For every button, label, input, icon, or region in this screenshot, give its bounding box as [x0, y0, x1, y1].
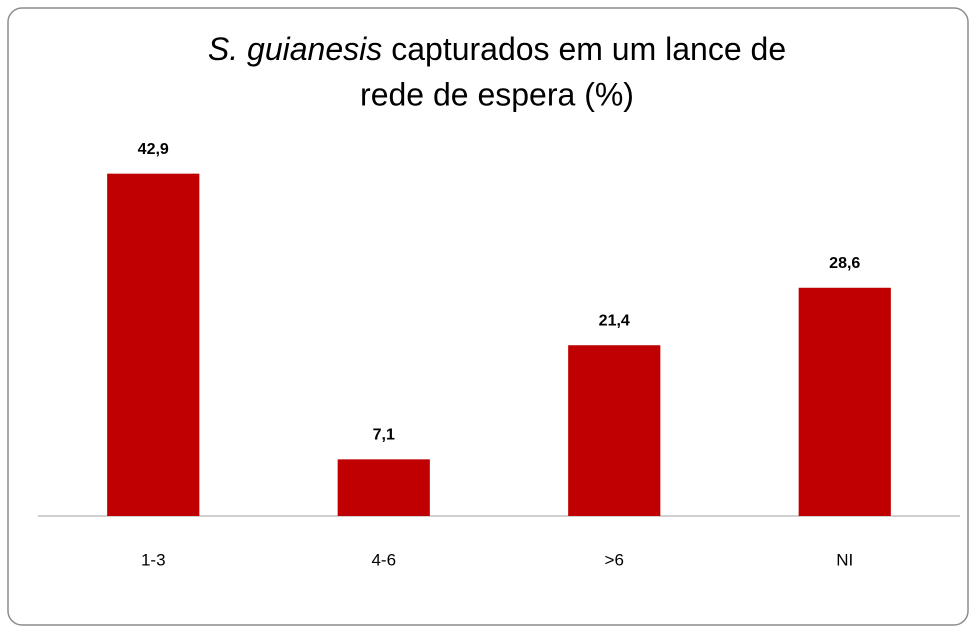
x-tick-label: 4-6 — [371, 550, 396, 569]
bar — [568, 345, 661, 516]
value-label: 7,1 — [373, 427, 395, 444]
x-tick-label: NI — [836, 550, 853, 569]
value-label: 42,9 — [138, 141, 169, 158]
title-line: rede de espera (%) — [360, 76, 634, 112]
bar — [337, 459, 430, 516]
chart-frame — [7, 7, 969, 626]
bar — [798, 287, 891, 516]
bar — [107, 173, 200, 516]
x-tick-label: 1-3 — [141, 550, 166, 569]
value-label: 28,6 — [829, 255, 860, 272]
title-line: capturados em um lance de — [391, 31, 786, 67]
title-species: S. guianesis — [208, 31, 382, 67]
x-tick-label: >6 — [605, 550, 624, 569]
chart-title: S. guianesis capturados em um lance de — [208, 31, 786, 67]
value-label: 21,4 — [599, 312, 630, 329]
